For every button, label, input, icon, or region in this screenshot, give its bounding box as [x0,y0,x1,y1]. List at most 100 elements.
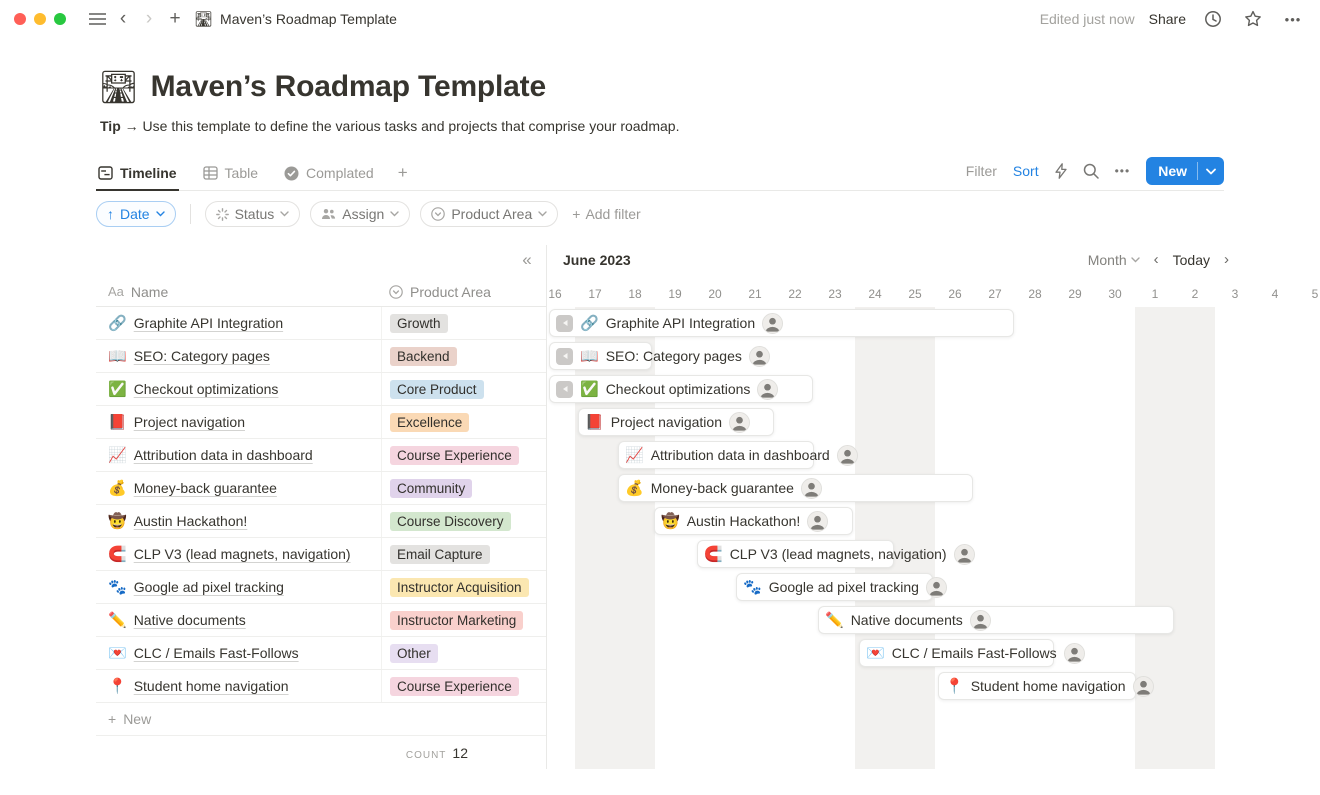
forward-icon[interactable]: › [145,8,153,29]
tab-timeline[interactable]: Timeline [96,156,179,191]
count-footer[interactable]: COUNT 12 [96,736,546,768]
row-name-cell[interactable]: 📈 Attribution data in dashboard [96,439,381,471]
row-name-cell[interactable]: 💰 Money-back guarantee [96,472,381,504]
sidebar-toggle-icon[interactable] [84,6,110,32]
new-row-button[interactable]: + New [96,703,546,736]
row-name-text: Money-back guarantee [133,480,277,496]
filter-button[interactable]: Filter [965,163,997,179]
timeline-row: ✏️ Native documents [547,604,1320,637]
row-name-cell[interactable]: ✏️ Native documents [96,604,381,636]
row-area-cell[interactable]: Growth [381,307,546,339]
timeline-bar[interactable]: 📕 Project navigation [578,408,774,436]
updates-clock-icon[interactable] [1200,6,1226,32]
page-icon[interactable]: 🛣 [98,69,139,105]
table-row[interactable]: ✏️ Native documents Instructor Marketing [96,604,546,637]
page-title[interactable]: Maven’s Roadmap Template [150,70,547,103]
share-button[interactable]: Share [1148,11,1186,27]
row-area-cell[interactable]: Other [381,637,546,669]
sort-direction-icon: ↑ [107,206,114,222]
row-area-cell[interactable]: Community [381,472,546,504]
filter-chip-status[interactable]: Status [204,201,301,227]
row-area-cell[interactable]: Core Product [381,373,546,405]
table-row[interactable]: 💰 Money-back guarantee Community [96,472,546,505]
table-row[interactable]: 🐾 Google ad pixel tracking Instructor Acqu… [96,571,546,604]
table-row[interactable]: 📖 SEO: Category pages Backend [96,340,546,373]
timeline-prev-icon[interactable]: ‹ [1153,251,1159,268]
sort-button[interactable]: Sort [1012,163,1039,179]
new-button[interactable]: New [1158,163,1187,179]
table-row[interactable]: 📈 Attribution data in dashboard Course Exp… [96,439,546,472]
timeline-bar[interactable]: ✅ Checkout optimizations [549,375,813,403]
search-icon[interactable] [1083,163,1099,179]
add-filter-button[interactable]: + Add filter [572,206,640,222]
timeline-bar[interactable]: 🐾 Google ad pixel tracking [736,573,947,601]
row-name-cell[interactable]: 🤠 Austin Hackathon! [96,505,381,537]
back-icon[interactable]: ‹ [119,8,127,29]
view-options-icon[interactable]: ••• [1114,164,1131,178]
table-row[interactable]: 🤠 Austin Hackathon! Course Discovery [96,505,546,538]
table-row[interactable]: 🔗 Graphite API Integration Growth [96,307,546,340]
breadcrumb[interactable]: 🛣 Maven’s Roadmap Template [194,10,397,28]
row-area-cell[interactable]: Backend [381,340,546,372]
timeline-bar[interactable]: 🧲 CLP V3 (lead magnets, navigation) [697,540,975,568]
row-name-cell[interactable]: 💌 CLC / Emails Fast-Follows [96,637,381,669]
page-item-emoji: 📖 [580,348,599,365]
add-view-icon[interactable]: + [397,163,408,182]
today-button[interactable]: Today [1172,251,1210,268]
maximize-button[interactable] [54,13,66,25]
bar-clipped-left-icon[interactable] [556,314,573,332]
row-name-cell[interactable]: ✅ Checkout optimizations [96,373,381,405]
timeline-bar-content: 💌 CLC / Emails Fast-Follows [860,640,1091,666]
row-name-cell[interactable]: 📕 Project navigation [96,406,381,438]
new-tab-icon[interactable]: + [169,8,181,29]
close-button[interactable] [14,13,26,25]
row-name-cell[interactable]: 🐾 Google ad pixel tracking [96,571,381,603]
bar-clipped-left-icon[interactable] [556,380,573,398]
timeline-bar[interactable]: 💰 Money-back guarantee [618,474,973,502]
new-button-caret[interactable] [1198,157,1224,185]
table-row[interactable]: 📕 Project navigation Excellence [96,406,546,439]
name-header-label: Name [130,283,169,300]
row-name-cell[interactable]: 🧲 CLP V3 (lead magnets, navigation) [96,538,381,570]
table-row[interactable]: 📍 Student home navigation Course Experienc… [96,670,546,703]
column-header-product-area[interactable]: Product Area [381,284,546,300]
row-area-cell[interactable]: Excellence [381,406,546,438]
table-row[interactable]: 💌 CLC / Emails Fast-Follows Other [96,637,546,670]
timeline-bar[interactable]: 📍 Student home navigation [938,672,1154,700]
favorite-star-icon[interactable] [1240,6,1266,32]
collapse-panel-icon[interactable]: « [522,250,532,269]
row-area-cell[interactable]: Instructor Marketing [381,604,546,636]
more-options-icon[interactable]: ••• [1284,11,1302,27]
bar-clipped-left-icon[interactable] [556,347,573,365]
page-item-emoji: 🤠 [108,513,127,530]
filter-chip-product-area[interactable]: Product Area [420,201,559,227]
filter-chip-assign[interactable]: Assign [310,201,411,227]
row-area-cell[interactable]: Email Capture [381,538,546,570]
filter-chip-date[interactable]: ↑ Date [96,201,176,227]
timeline-next-icon[interactable]: › [1224,251,1229,268]
column-header-name[interactable]: Aa Name [96,284,381,300]
table-row[interactable]: 🧲 CLP V3 (lead magnets, navigation) Email … [96,538,546,571]
row-name-cell[interactable]: 📍 Student home navigation [96,670,381,702]
timeline-canvas[interactable]: 🔗 Graphite API Integration 📖 SEO: Category … [547,307,1320,769]
row-name-cell[interactable]: 📖 SEO: Category pages [96,340,381,372]
page-item-emoji: ✏️ [108,612,127,629]
timeline-zoom-select[interactable]: Month [1088,252,1140,268]
lightning-icon[interactable] [1054,163,1067,179]
minimize-button[interactable] [34,13,46,25]
row-area-cell[interactable]: Course Discovery [381,505,546,537]
timeline-bar[interactable]: 📖 SEO: Category pages [549,342,770,370]
timeline-bar[interactable]: 📈 Attribution data in dashboard [618,441,858,469]
row-area-cell[interactable]: Course Experience [381,670,546,702]
row-area-cell[interactable]: Instructor Acquisition [381,571,546,603]
timeline-bar[interactable]: 💌 CLC / Emails Fast-Follows [859,639,1085,667]
timeline-bar[interactable]: 🔗 Graphite API Integration [549,309,1014,337]
row-name-cell[interactable]: 🔗 Graphite API Integration [96,307,381,339]
timeline-bar[interactable]: 🤠 Austin Hackathon! [654,507,853,535]
tab-table[interactable]: Table [201,156,260,190]
table-row[interactable]: ✅ Checkout optimizations Core Product [96,373,546,406]
row-area-cell[interactable]: Course Experience [381,439,546,471]
timeline-bar[interactable]: ✏️ Native documents [818,606,1174,634]
tab-complated[interactable]: Complated [282,156,376,190]
page-description[interactable]: Tip → Use this template to define the va… [100,118,679,134]
